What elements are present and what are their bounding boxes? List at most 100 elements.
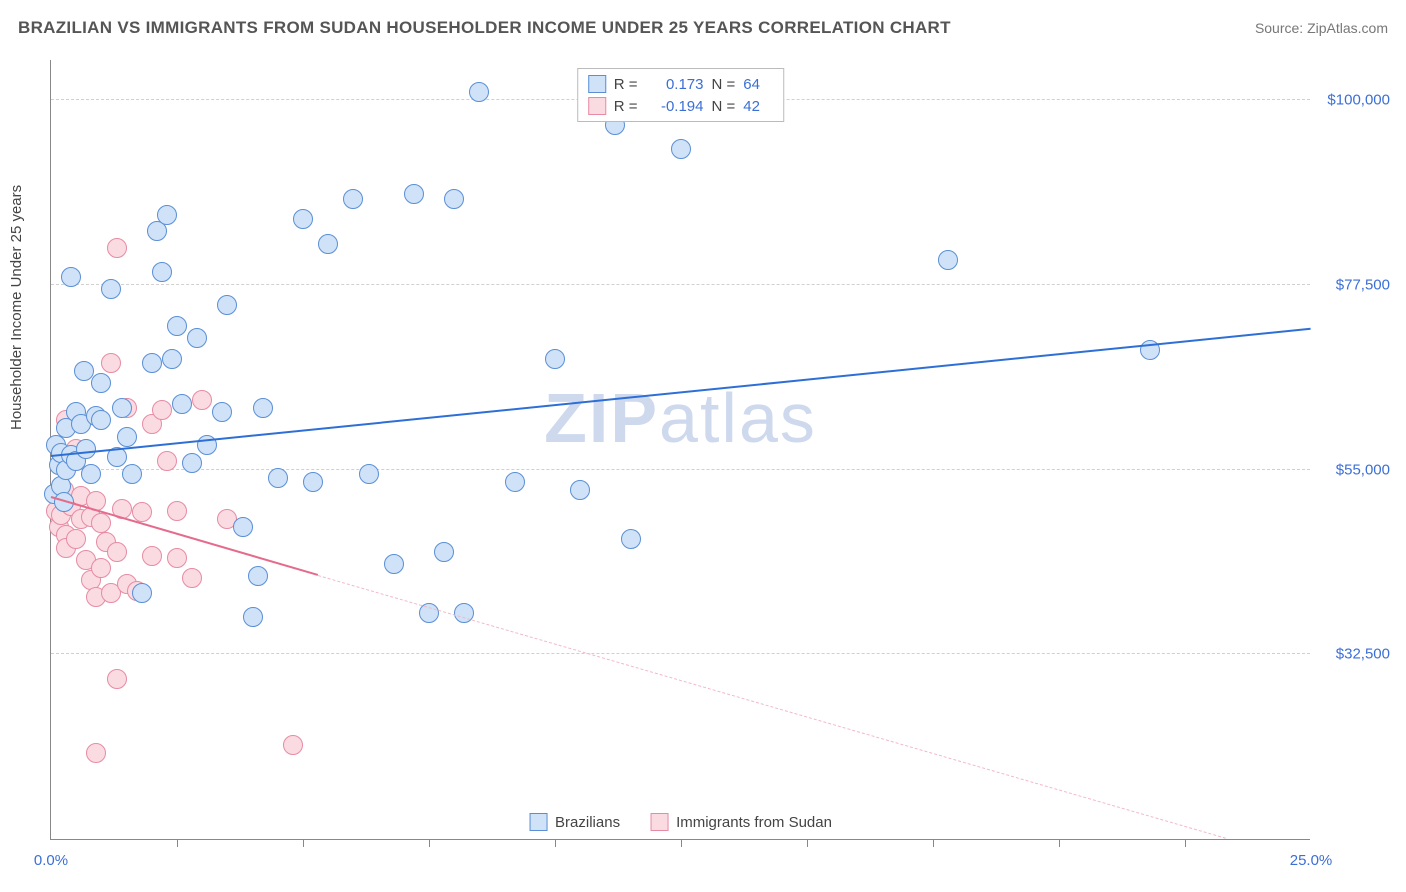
data-point-brazilians bbox=[303, 472, 323, 492]
data-point-brazilians bbox=[101, 279, 121, 299]
data-point-brazilians bbox=[132, 583, 152, 603]
data-point-brazilians bbox=[117, 427, 137, 447]
gridline bbox=[51, 653, 1310, 654]
data-point-brazilians bbox=[444, 189, 464, 209]
y-tick-label: $32,500 bbox=[1320, 646, 1390, 663]
n-label: N = bbox=[712, 98, 736, 115]
correlation-legend-row-sudan: R = -0.194 N = 42 bbox=[588, 95, 774, 117]
data-point-brazilians bbox=[142, 353, 162, 373]
data-point-brazilians bbox=[243, 607, 263, 627]
legend-item-brazilians: Brazilians bbox=[529, 813, 620, 831]
data-point-brazilians bbox=[384, 554, 404, 574]
data-point-brazilians bbox=[112, 398, 132, 418]
data-point-brazilians bbox=[671, 139, 691, 159]
x-tick bbox=[807, 839, 808, 847]
r-label: R = bbox=[614, 98, 638, 115]
data-point-brazilians bbox=[938, 250, 958, 270]
source-prefix: Source: bbox=[1255, 20, 1307, 36]
x-tick bbox=[1059, 839, 1060, 847]
y-axis-label: Householder Income Under 25 years bbox=[8, 185, 25, 430]
data-point-sudan bbox=[107, 238, 127, 258]
data-point-sudan bbox=[107, 542, 127, 562]
correlation-legend: R = 0.173 N = 64 R = -0.194 N = 42 bbox=[577, 68, 785, 122]
n-value-sudan: 42 bbox=[743, 98, 773, 115]
data-point-brazilians bbox=[434, 542, 454, 562]
data-point-sudan bbox=[157, 451, 177, 471]
data-point-brazilians bbox=[162, 349, 182, 369]
x-tick bbox=[303, 839, 304, 847]
data-point-brazilians bbox=[91, 373, 111, 393]
data-point-brazilians bbox=[343, 189, 363, 209]
data-point-sudan bbox=[91, 558, 111, 578]
watermark-bold: ZIP bbox=[544, 379, 659, 457]
data-point-sudan bbox=[86, 743, 106, 763]
data-point-brazilians bbox=[505, 472, 525, 492]
data-point-brazilians bbox=[61, 267, 81, 287]
data-point-brazilians bbox=[570, 480, 590, 500]
x-tick bbox=[681, 839, 682, 847]
data-point-sudan bbox=[142, 546, 162, 566]
data-point-brazilians bbox=[81, 464, 101, 484]
x-tick bbox=[555, 839, 556, 847]
data-point-brazilians bbox=[212, 402, 232, 422]
swatch-sudan-icon bbox=[650, 813, 668, 831]
data-point-brazilians bbox=[157, 205, 177, 225]
data-point-brazilians bbox=[621, 529, 641, 549]
source-attribution: Source: ZipAtlas.com bbox=[1255, 20, 1388, 36]
r-value-sudan: -0.194 bbox=[646, 98, 704, 115]
data-point-brazilians bbox=[318, 234, 338, 254]
legend-label-sudan: Immigrants from Sudan bbox=[676, 814, 832, 831]
data-point-brazilians bbox=[152, 262, 172, 282]
legend-item-sudan: Immigrants from Sudan bbox=[650, 813, 832, 831]
data-point-sudan bbox=[91, 513, 111, 533]
data-point-sudan bbox=[101, 353, 121, 373]
r-value-brazilians: 0.173 bbox=[646, 76, 704, 93]
data-point-brazilians bbox=[91, 410, 111, 430]
gridline bbox=[51, 469, 1310, 470]
x-tick-label: 0.0% bbox=[34, 852, 68, 869]
data-point-brazilians bbox=[404, 184, 424, 204]
data-point-brazilians bbox=[268, 468, 288, 488]
header: BRAZILIAN VS IMMIGRANTS FROM SUDAN HOUSE… bbox=[18, 18, 1388, 38]
data-point-brazilians bbox=[253, 398, 273, 418]
x-tick bbox=[177, 839, 178, 847]
data-point-brazilians bbox=[359, 464, 379, 484]
x-tick bbox=[1185, 839, 1186, 847]
data-point-sudan bbox=[107, 669, 127, 689]
swatch-brazilians-icon bbox=[588, 75, 606, 93]
data-point-brazilians bbox=[172, 394, 192, 414]
chart-plot-area: ZIPatlas R = 0.173 N = 64 R = -0.194 N =… bbox=[50, 60, 1310, 840]
data-point-sudan bbox=[283, 735, 303, 755]
data-point-brazilians bbox=[248, 566, 268, 586]
data-point-brazilians bbox=[187, 328, 207, 348]
x-tick bbox=[933, 839, 934, 847]
data-point-sudan bbox=[182, 568, 202, 588]
data-point-brazilians bbox=[182, 453, 202, 473]
data-point-brazilians bbox=[122, 464, 142, 484]
trend-line bbox=[318, 575, 1226, 839]
source-name: ZipAtlas.com bbox=[1307, 20, 1388, 36]
data-point-sudan bbox=[167, 501, 187, 521]
data-point-brazilians bbox=[167, 316, 187, 336]
swatch-sudan-icon bbox=[588, 97, 606, 115]
data-point-brazilians bbox=[545, 349, 565, 369]
data-point-brazilians bbox=[74, 361, 94, 381]
y-tick-label: $55,000 bbox=[1320, 461, 1390, 478]
data-point-sudan bbox=[152, 400, 172, 420]
data-point-brazilians bbox=[217, 295, 237, 315]
correlation-legend-row-brazilians: R = 0.173 N = 64 bbox=[588, 73, 774, 95]
x-tick-label: 25.0% bbox=[1290, 852, 1333, 869]
data-point-sudan bbox=[167, 548, 187, 568]
legend-label-brazilians: Brazilians bbox=[555, 814, 620, 831]
n-label: N = bbox=[712, 76, 736, 93]
y-tick-label: $100,000 bbox=[1320, 92, 1390, 109]
data-point-sudan bbox=[66, 529, 86, 549]
x-tick bbox=[429, 839, 430, 847]
data-point-brazilians bbox=[76, 439, 96, 459]
data-point-sudan bbox=[132, 502, 152, 522]
n-value-brazilians: 64 bbox=[743, 76, 773, 93]
gridline bbox=[51, 284, 1310, 285]
swatch-brazilians-icon bbox=[529, 813, 547, 831]
data-point-brazilians bbox=[233, 517, 253, 537]
data-point-sudan bbox=[192, 390, 212, 410]
